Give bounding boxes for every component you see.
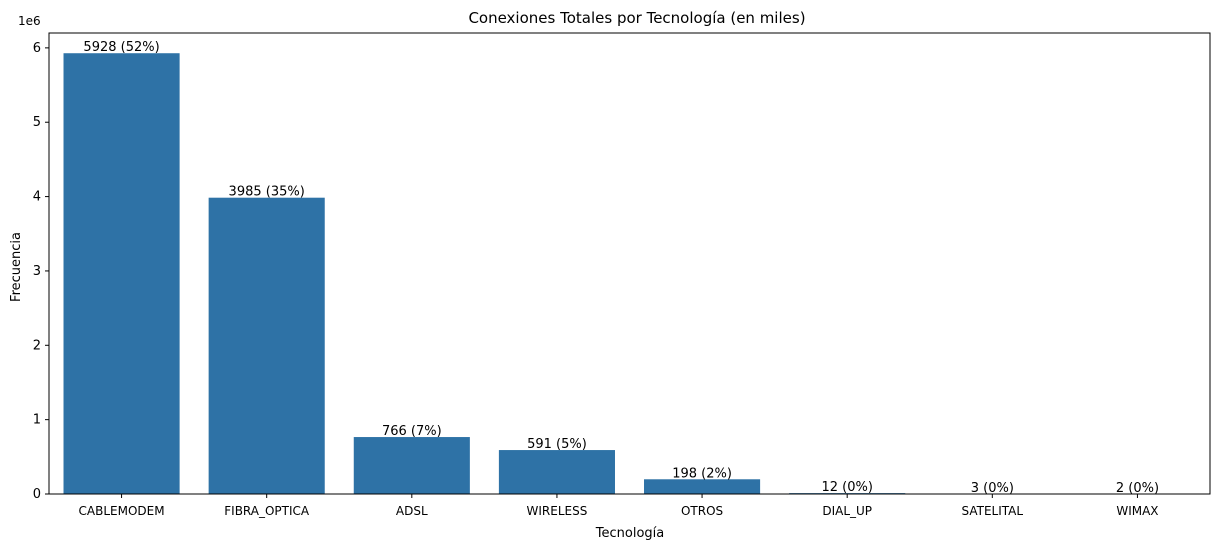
data-label: 3985 (35%) — [229, 185, 305, 200]
data-label: 766 (7%) — [382, 424, 442, 439]
y-tick-label: 6 — [33, 41, 41, 56]
x-tick-label: WIMAX — [1116, 504, 1158, 518]
x-axis-label: Tecnología — [595, 526, 664, 541]
y-tick-label: 1 — [33, 413, 41, 428]
chart-title: Conexiones Totales por Tecnología (en mi… — [468, 9, 805, 27]
x-tick-label: CABLEMODEM — [79, 504, 165, 518]
x-tick-label: DIAL_UP — [822, 504, 872, 518]
data-label: 591 (5%) — [527, 437, 587, 452]
bar — [644, 479, 761, 494]
x-tick-label: WIRELESS — [527, 504, 588, 518]
y-axis-label: Frecuencia — [9, 232, 24, 302]
y-offset-label: 1e6 — [18, 14, 41, 28]
data-label: 5928 (52%) — [83, 40, 159, 55]
x-tick-label: OTROS — [681, 504, 723, 518]
data-label: 3 (0%) — [971, 481, 1014, 496]
data-label: 2 (0%) — [1116, 481, 1159, 496]
y-tick-label: 3 — [33, 264, 41, 279]
x-tick-label: ADSL — [396, 504, 428, 518]
data-label: 12 (0%) — [821, 480, 872, 495]
x-tick-label: SATELITAL — [962, 504, 1024, 518]
y-tick-label: 2 — [33, 338, 41, 353]
plot-frame — [48, 32, 1211, 495]
y-tick-label: 0 — [33, 487, 41, 502]
bar — [498, 450, 615, 494]
bar — [208, 197, 325, 494]
data-label: 198 (2%) — [672, 466, 732, 481]
bar — [353, 437, 470, 494]
plot-area: 5928 (52%) CABLEMODEM 3985 (35%) FIBRA_OPTI… — [33, 32, 1211, 518]
y-tick-label: 5 — [33, 115, 41, 130]
bar — [63, 53, 180, 494]
y-tick-label: 4 — [33, 190, 41, 205]
x-tick-label: FIBRA_OPTICA — [224, 504, 310, 518]
